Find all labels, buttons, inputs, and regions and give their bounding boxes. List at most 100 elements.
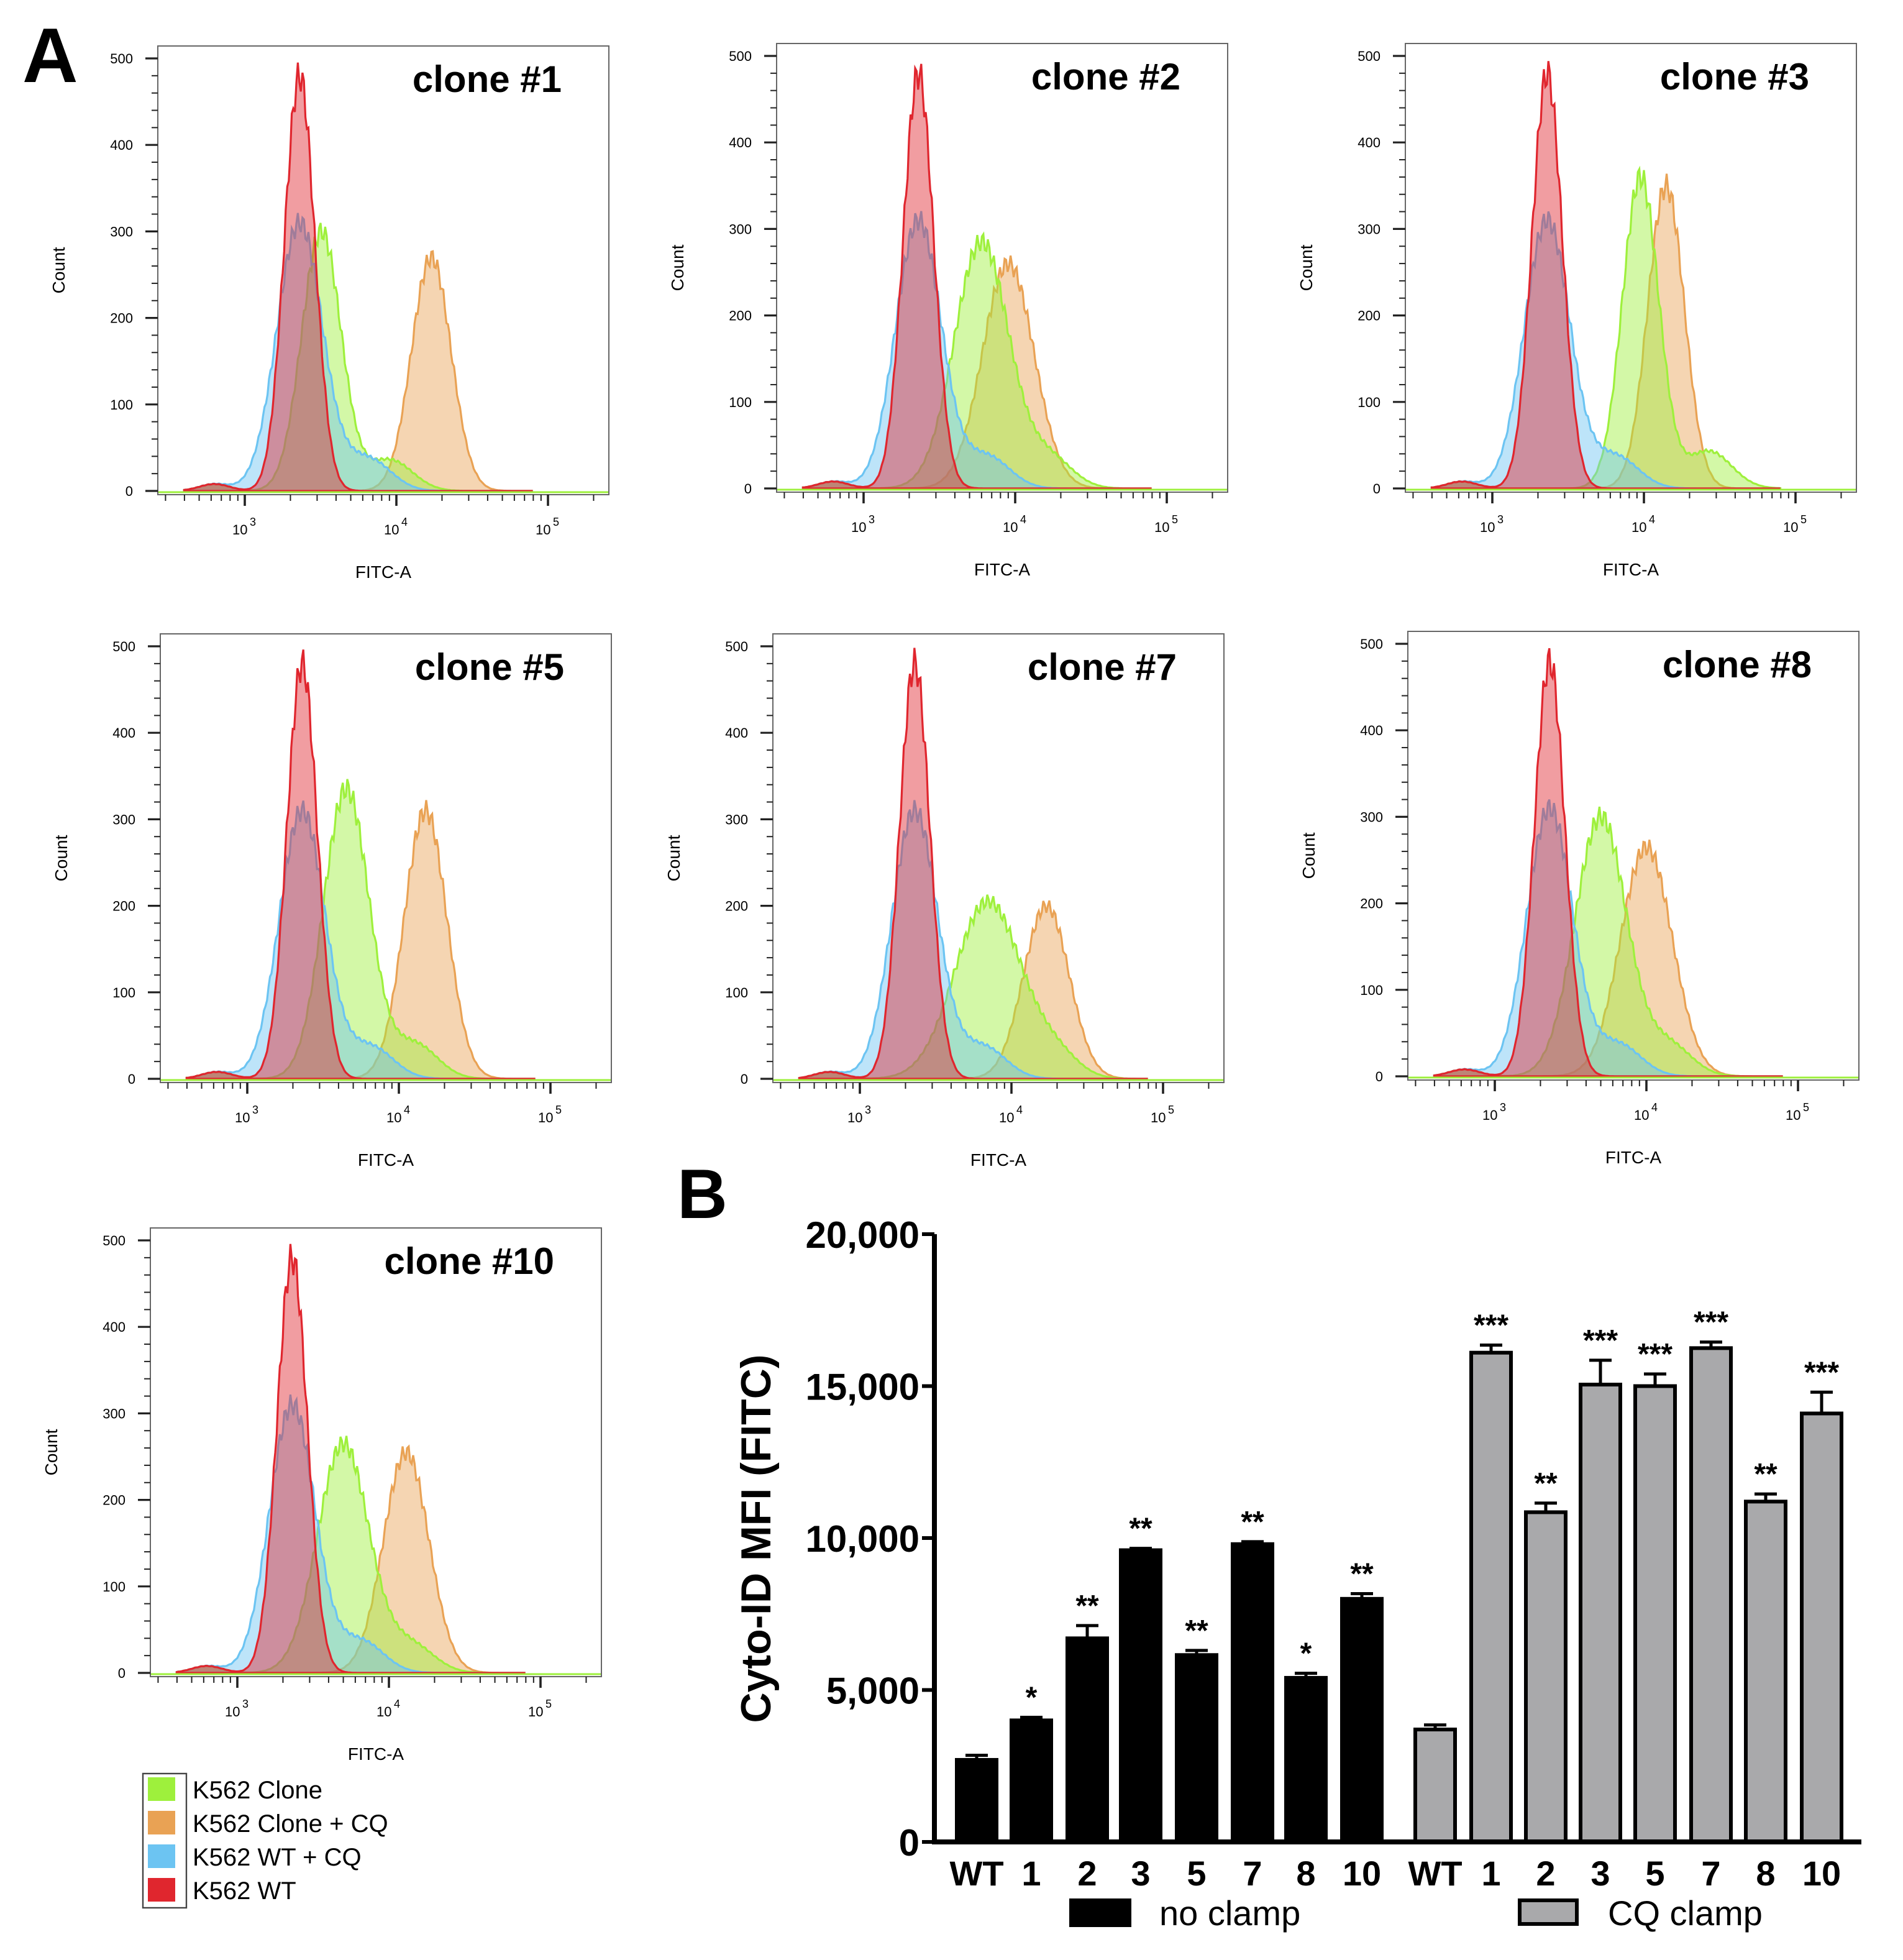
y-tick-label: 15,000 xyxy=(805,1367,920,1408)
y-tick-label: 0 xyxy=(741,1071,748,1087)
panel-a-label: A xyxy=(22,13,78,99)
bar xyxy=(1175,1653,1218,1844)
bar xyxy=(1744,1500,1787,1844)
x-axis-label: FITC-A xyxy=(1605,1148,1662,1167)
y-tick-label: 200 xyxy=(1360,896,1383,912)
y-axis-label: Cyto-ID MFI (FITC) xyxy=(732,1355,780,1723)
bar xyxy=(1066,1636,1109,1844)
plot-frame xyxy=(150,1227,602,1677)
bar xyxy=(1340,1596,1384,1844)
y-tick-label: 300 xyxy=(112,812,135,827)
x-axis-label: FITC-A xyxy=(355,562,412,582)
x-tick-exponent: 4 xyxy=(404,1104,410,1116)
y-axis-label: Count xyxy=(1299,832,1318,879)
legend-swatch-no-clamp xyxy=(1069,1898,1131,1927)
y-tick-label: 100 xyxy=(1358,395,1380,410)
bar xyxy=(1284,1675,1328,1844)
significance-label: ** xyxy=(1185,1614,1208,1647)
plot-frame xyxy=(776,43,1228,493)
legend-swatch-wt-cq xyxy=(148,1844,175,1868)
y-tick-label: 0 xyxy=(118,1665,125,1681)
x-tick-exponent: 4 xyxy=(1649,513,1655,526)
x-tick-exponent: 3 xyxy=(869,513,875,526)
bar xyxy=(955,1757,998,1844)
y-tick-label: 5,000 xyxy=(826,1670,920,1712)
x-tick-label: 10 xyxy=(384,522,399,538)
y-tick-label: 100 xyxy=(725,985,748,1001)
plot-frame xyxy=(1407,631,1860,1081)
x-tick-label: 5 xyxy=(1187,1854,1206,1893)
x-tick-label: 10 xyxy=(376,1704,391,1720)
x-tick-label: 10 xyxy=(1802,1854,1841,1893)
y-tick-label: 200 xyxy=(103,1493,125,1508)
y-axis-label: Count xyxy=(49,247,68,293)
y-tick-label: 300 xyxy=(1358,221,1380,237)
y-tick-label: 500 xyxy=(1358,48,1380,64)
y-tick-label: 400 xyxy=(110,137,133,153)
legend-frame xyxy=(142,1772,188,1909)
plot-frame xyxy=(1405,43,1857,493)
histogram-wt xyxy=(1430,61,1781,490)
legend-label-wt-cq: K562 WT + CQ xyxy=(193,1844,362,1871)
x-tick-label: 10 xyxy=(1154,520,1169,535)
histogram-wt xyxy=(1433,648,1783,1078)
x-tick-label: 10 xyxy=(1631,520,1646,535)
y-tick-label: 100 xyxy=(729,395,752,410)
bar xyxy=(1800,1411,1843,1844)
y-axis-label: Count xyxy=(664,835,683,881)
y-tick-label: 10,000 xyxy=(805,1518,920,1560)
x-tick-exponent: 5 xyxy=(1803,1101,1809,1114)
y-tick-label: 100 xyxy=(112,985,135,1001)
y-tick-label: 0 xyxy=(1373,481,1380,497)
x-tick-exponent: 3 xyxy=(865,1104,871,1116)
x-tick-exponent: 4 xyxy=(1651,1101,1658,1114)
y-tick-label: 100 xyxy=(103,1579,125,1595)
y-tick-label: 500 xyxy=(729,48,752,64)
y-tick-label: 500 xyxy=(103,1233,125,1248)
x-axis-label: FITC-A xyxy=(358,1150,414,1170)
legend-label-no-clamp: no clamp xyxy=(1159,1894,1300,1933)
y-tick-label: 0 xyxy=(128,1071,135,1087)
x-axis-label: FITC-A xyxy=(970,1150,1027,1170)
panel-title: clone #10 xyxy=(385,1240,555,1282)
x-tick-exponent: 5 xyxy=(1168,1104,1174,1116)
plot-frame xyxy=(160,633,612,1083)
histogram-wt xyxy=(183,62,533,492)
plot-frame xyxy=(772,633,1225,1083)
y-axis-label: Count xyxy=(668,244,687,291)
y-tick-label: 200 xyxy=(110,311,133,326)
x-axis-label: FITC-A xyxy=(1603,560,1659,579)
significance-label: * xyxy=(1026,1682,1038,1715)
y-tick-label: 0 xyxy=(744,481,752,497)
x-tick-label: 10 xyxy=(1151,1110,1166,1125)
x-tick-exponent: 5 xyxy=(553,516,559,528)
y-tick-label: 400 xyxy=(729,135,752,150)
y-axis-label: Count xyxy=(42,1429,61,1475)
legend-swatch-wt xyxy=(148,1878,175,1902)
bar xyxy=(1633,1384,1677,1844)
x-tick-label: 8 xyxy=(1296,1854,1315,1893)
x-tick-exponent: 5 xyxy=(555,1104,562,1116)
y-tick-label: 0 xyxy=(1376,1069,1383,1084)
y-tick-label: 500 xyxy=(112,639,135,654)
bar xyxy=(1413,1728,1457,1844)
significance-label: *** xyxy=(1583,1324,1618,1357)
x-tick-exponent: 3 xyxy=(1497,513,1504,526)
y-tick-label: 500 xyxy=(725,639,748,654)
y-tick-label: 300 xyxy=(729,221,752,237)
bar xyxy=(1469,1350,1513,1844)
y-tick-label: 400 xyxy=(103,1319,125,1335)
significance-label: *** xyxy=(1694,1306,1728,1339)
legend: K562 Clone K562 Clone + CQ K562 WT + CQ … xyxy=(142,1772,388,1909)
bar xyxy=(1010,1718,1053,1844)
significance-label: ** xyxy=(1241,1506,1264,1539)
x-tick-label: 1 xyxy=(1021,1854,1041,1893)
significance-label: ** xyxy=(1754,1458,1778,1491)
x-tick-label: 10 xyxy=(536,522,550,538)
x-tick-label: 10 xyxy=(1003,520,1018,535)
x-tick-label: WT xyxy=(949,1854,1003,1893)
